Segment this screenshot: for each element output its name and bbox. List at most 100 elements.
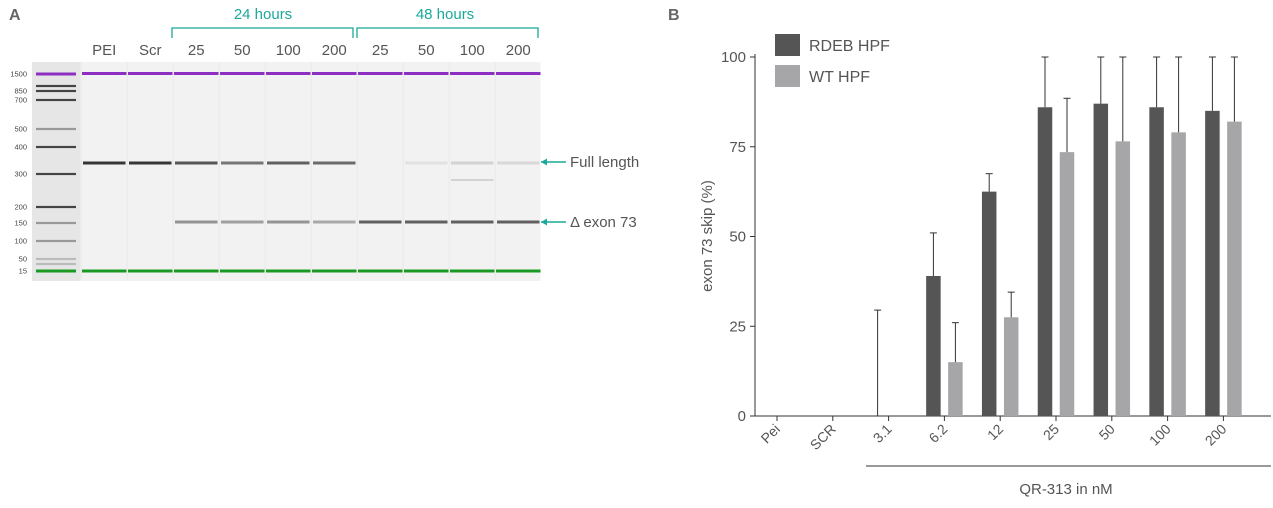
legend-label: RDEB HPF — [809, 38, 890, 55]
x-tick-label: SCR — [807, 421, 839, 453]
upper-marker-band — [128, 72, 173, 75]
ladder-band — [36, 221, 76, 225]
lower-marker-band — [220, 269, 265, 273]
y-tick-label: 100 — [721, 49, 746, 66]
full-length-band — [405, 161, 448, 165]
ladder-band — [36, 205, 76, 209]
upper-marker-band — [82, 72, 127, 75]
bar — [948, 362, 963, 416]
panel-b-chart: B exon 73 skip (%) 0 25 50 75 100 Pei SCR 3.1 6… — [668, 7, 1271, 498]
lower-marker-band — [174, 269, 219, 273]
bar — [926, 275, 941, 416]
ladder-tick-label: 1500 — [10, 70, 27, 79]
delta-exon-band — [221, 220, 264, 224]
lower-marker-band — [312, 269, 357, 273]
full-length-band — [175, 161, 218, 165]
annotation-full-length: Full length — [541, 154, 639, 171]
gel-lane — [358, 62, 403, 281]
upper-marker-band — [266, 72, 311, 75]
ladder-tick-label: 150 — [14, 219, 27, 228]
y-axis: 0 25 50 75 100 — [721, 49, 756, 425]
full-length-band — [313, 161, 356, 165]
series-wt-hpf — [948, 56, 1242, 417]
panel-b-label: B — [668, 7, 680, 24]
ladder-band — [36, 72, 76, 76]
full-length-band — [497, 161, 540, 165]
ladder-tick-label: 300 — [14, 170, 27, 179]
x-axis: Pei SCR 3.1 6.2 12 25 50 100 200 — [755, 415, 1271, 453]
full-length-band — [267, 161, 310, 165]
lower-marker-band — [404, 269, 449, 273]
gel-lane — [128, 62, 173, 281]
lane-label: 50 — [418, 42, 435, 59]
group-bracket-24h: 24 hours — [171, 6, 354, 38]
x-axis-label: QR-313 in nM — [1019, 481, 1112, 498]
legend-swatch — [775, 34, 800, 56]
x-tick-label: 12 — [984, 421, 1006, 443]
upper-marker-band — [450, 72, 495, 75]
y-axis-label: exon 73 skip (%) — [699, 180, 716, 292]
lane-label: 200 — [506, 42, 531, 59]
bar — [1227, 121, 1242, 417]
series-rdeb-hpf — [874, 56, 1220, 417]
bar — [1037, 107, 1053, 416]
bar — [981, 191, 997, 416]
x-tick-label: 200 — [1202, 421, 1230, 449]
legend: RDEB HPF WT HPF — [775, 34, 890, 87]
ladder-band — [36, 145, 76, 149]
y-tick-label: 50 — [729, 229, 746, 246]
lower-marker-band — [128, 269, 173, 273]
legend-swatch — [775, 65, 800, 87]
lane-label: 25 — [372, 42, 389, 59]
ladder-tick-label: 400 — [14, 143, 27, 152]
annotation-delta-exon-label: Δ exon 73 — [570, 214, 637, 231]
annotation-delta-exon: Δ exon 73 — [541, 214, 637, 231]
ladder-tick-label: 850 — [14, 87, 27, 96]
bar — [1115, 141, 1131, 417]
upper-marker-band — [174, 72, 219, 75]
delta-exon-band — [497, 220, 540, 224]
lane-label: Scr — [139, 42, 162, 59]
upper-marker-band — [358, 72, 403, 75]
upper-marker-band — [404, 72, 449, 75]
delta-exon-band — [359, 220, 402, 224]
bar — [1059, 152, 1075, 416]
y-tick-label: 0 — [738, 408, 746, 425]
ladder-tick-label: 100 — [14, 237, 27, 246]
lane-label: 100 — [276, 42, 301, 59]
bar — [1205, 110, 1220, 416]
lane-label: 100 — [460, 42, 485, 59]
ladder-band — [36, 127, 76, 131]
delta-exon-band — [405, 220, 448, 224]
full-length-band — [129, 161, 172, 165]
group-label-48h: 48 hours — [416, 6, 474, 23]
x-tick-label: Pei — [757, 421, 783, 447]
bar — [1003, 317, 1019, 416]
lane-label: PEI — [92, 42, 116, 59]
full-length-band — [221, 161, 264, 165]
x-tick-label: 3.1 — [870, 421, 895, 446]
ladder-band — [36, 89, 76, 93]
gel-lane — [450, 62, 495, 281]
lower-marker-band — [82, 269, 127, 273]
group-label-24h: 24 hours — [234, 6, 292, 23]
panel-a-gel: A 24 hours 48 hours PEI Scr 25 50 100 200 25 50… — [9, 6, 639, 281]
x-tick-label: 100 — [1146, 421, 1174, 449]
gel-lane — [266, 62, 311, 281]
lower-marker-band — [450, 269, 495, 273]
upper-marker-band — [220, 72, 265, 75]
legend-label: WT HPF — [809, 69, 870, 86]
x-tick-label: 6.2 — [925, 421, 950, 446]
delta-exon-band — [175, 220, 218, 224]
ladder-tick-label: 700 — [14, 96, 27, 105]
extra-band — [451, 179, 494, 181]
ladder-tick-label: 500 — [14, 125, 27, 134]
lower-marker-band — [496, 269, 541, 273]
ladder-band — [36, 269, 76, 273]
lower-marker-band — [358, 269, 403, 273]
bar — [1171, 132, 1186, 416]
lower-marker-band — [266, 269, 311, 273]
delta-exon-band — [267, 220, 310, 224]
panel-a-label: A — [9, 7, 21, 24]
